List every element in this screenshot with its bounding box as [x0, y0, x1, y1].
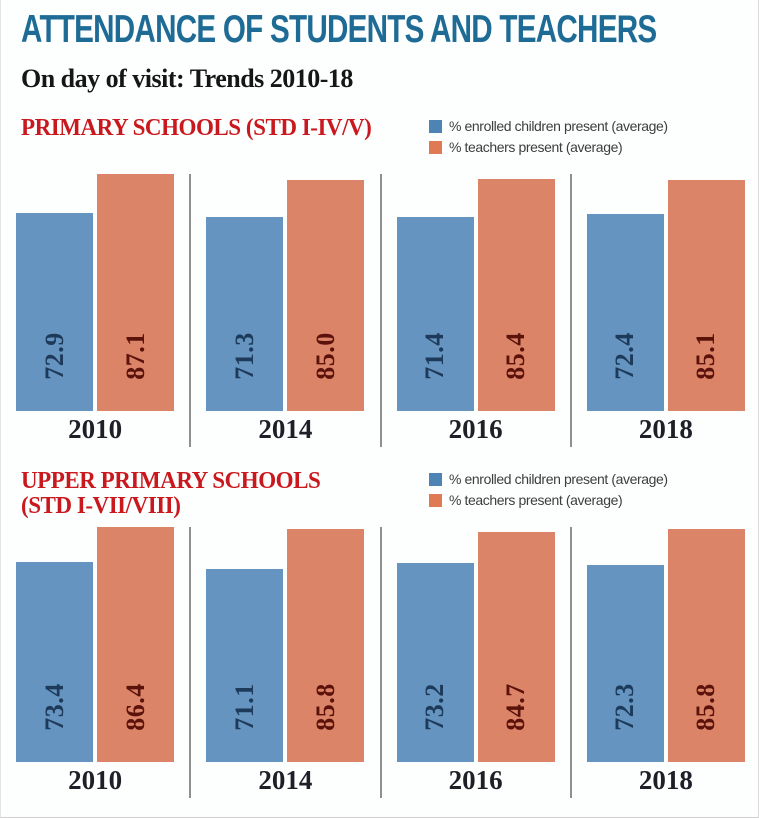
teachers-swatch-icon — [429, 140, 442, 154]
year-group: 72.3 85.8 2018 — [572, 527, 758, 798]
year-group: 72.4 85.1 2018 — [572, 174, 758, 447]
bar-value-label: 72.3 — [610, 683, 640, 731]
bar-pair: 72.4 85.1 — [586, 180, 745, 411]
teachers-bar: 85.8 — [667, 529, 745, 762]
year-label: 2018 — [638, 764, 693, 795]
upper-primary-legend: % enrolled children present (average) % … — [429, 471, 668, 513]
bar-value-label: 85.8 — [310, 683, 340, 731]
year-group: 72.9 87.1 2010 — [1, 174, 192, 447]
teachers-legend-label: % teachers present (average) — [449, 492, 623, 508]
bar-value-label: 73.4 — [39, 683, 69, 731]
bar-value-label: 85.0 — [310, 332, 340, 380]
students-bar: 72.3 — [586, 565, 664, 762]
upper-primary-title-line-2: (STD I-VII/VIII) — [21, 493, 181, 519]
upper-primary-title-line-1: UPPER PRIMARY SCHOOLS — [21, 468, 321, 494]
legend-row-students: % enrolled children present (average) — [429, 118, 668, 134]
primary-schools-chart: 72.9 87.1 2010 71.3 85.0 2014 71.4 85.4 2016 72.4… — [1, 174, 758, 447]
teachers-bar: 85.4 — [477, 179, 555, 411]
legend-row-teachers: % teachers present (average) — [429, 139, 668, 155]
students-bar: 71.4 — [396, 217, 474, 411]
primary-section-title-line: PRIMARY SCHOOLS (STD I-IV/V) — [21, 115, 372, 141]
bar-value-label: 72.4 — [610, 332, 640, 380]
year-label: 2010 — [68, 764, 123, 795]
students-bar: 72.4 — [586, 214, 664, 411]
teachers-bar: 85.0 — [287, 180, 365, 411]
bar-pair: 73.2 84.7 — [396, 532, 555, 762]
year-group: 71.4 85.4 2016 — [382, 174, 572, 447]
bar-pair: 72.9 87.1 — [16, 174, 175, 411]
primary-legend: % enrolled children present (average) % … — [429, 118, 668, 160]
year-label: 2016 — [448, 764, 503, 795]
students-legend-label: % enrolled children present (average) — [449, 471, 668, 487]
year-group: 73.2 84.7 2016 — [382, 527, 572, 798]
students-bar: 73.2 — [396, 563, 474, 762]
bar-pair: 73.4 86.4 — [16, 527, 175, 762]
bar-value-label: 73.2 — [420, 683, 450, 731]
primary-section-header: PRIMARY SCHOOLS (STD I-IV/V) % enrolled … — [1, 114, 758, 166]
legend-row-students: % enrolled children present (average) — [429, 471, 668, 487]
year-label: 2014 — [258, 764, 313, 795]
bar-value-label: 87.1 — [120, 332, 150, 380]
students-swatch-icon — [429, 119, 442, 133]
teachers-bar: 85.8 — [287, 529, 365, 762]
bar-value-label: 86.4 — [120, 683, 150, 731]
page-title: ATTENDANCE OF STUDENTS AND TEACHERS — [21, 8, 657, 51]
page-subtitle: On day of visit: Trends 2010-18 — [21, 64, 353, 93]
bar-value-label: 71.4 — [420, 332, 450, 380]
year-group: 71.1 85.8 2014 — [191, 527, 382, 798]
year-label: 2016 — [448, 413, 503, 444]
students-bar: 71.1 — [206, 569, 284, 762]
bar-pair: 72.3 85.8 — [586, 529, 745, 762]
upper-primary-section-title: UPPER PRIMARY SCHOOLS (STD I-VII/VIII) — [21, 468, 321, 519]
primary-section-title: PRIMARY SCHOOLS (STD I-IV/V) — [21, 115, 372, 141]
bar-value-label: 85.4 — [501, 332, 531, 380]
teachers-swatch-icon — [429, 493, 442, 507]
students-bar: 72.9 — [16, 213, 94, 411]
year-group: 71.3 85.0 2014 — [191, 174, 382, 447]
bar-value-label: 72.9 — [39, 332, 69, 380]
teachers-bar: 87.1 — [97, 174, 175, 411]
bar-value-label: 85.8 — [691, 683, 721, 731]
bar-value-label: 71.1 — [229, 683, 259, 731]
bar-value-label: 85.1 — [691, 332, 721, 380]
legend-row-teachers: % teachers present (average) — [429, 492, 668, 508]
students-bar: 73.4 — [16, 562, 94, 762]
year-group: 73.4 86.4 2010 — [1, 527, 192, 798]
upper-primary-section-header: UPPER PRIMARY SCHOOLS (STD I-VII/VIII) %… — [1, 467, 758, 525]
students-legend-label: % enrolled children present (average) — [449, 118, 668, 134]
bar-pair: 71.3 85.0 — [206, 180, 365, 411]
bar-value-label: 84.7 — [501, 683, 531, 731]
upper-primary-schools-chart: 73.4 86.4 2010 71.1 85.8 2014 73.2 84.7 2016 72.3… — [1, 527, 758, 798]
teachers-legend-label: % teachers present (average) — [449, 139, 623, 155]
teachers-bar: 85.1 — [667, 180, 745, 411]
year-label: 2010 — [68, 413, 123, 444]
bar-pair: 71.4 85.4 — [396, 179, 555, 411]
teachers-bar: 86.4 — [97, 527, 175, 762]
students-swatch-icon — [429, 472, 442, 486]
bar-pair: 71.1 85.8 — [206, 529, 365, 762]
students-bar: 71.3 — [206, 217, 284, 411]
year-label: 2018 — [638, 413, 693, 444]
year-label: 2014 — [258, 413, 313, 444]
teachers-bar: 84.7 — [477, 532, 555, 762]
bar-value-label: 71.3 — [229, 332, 259, 380]
